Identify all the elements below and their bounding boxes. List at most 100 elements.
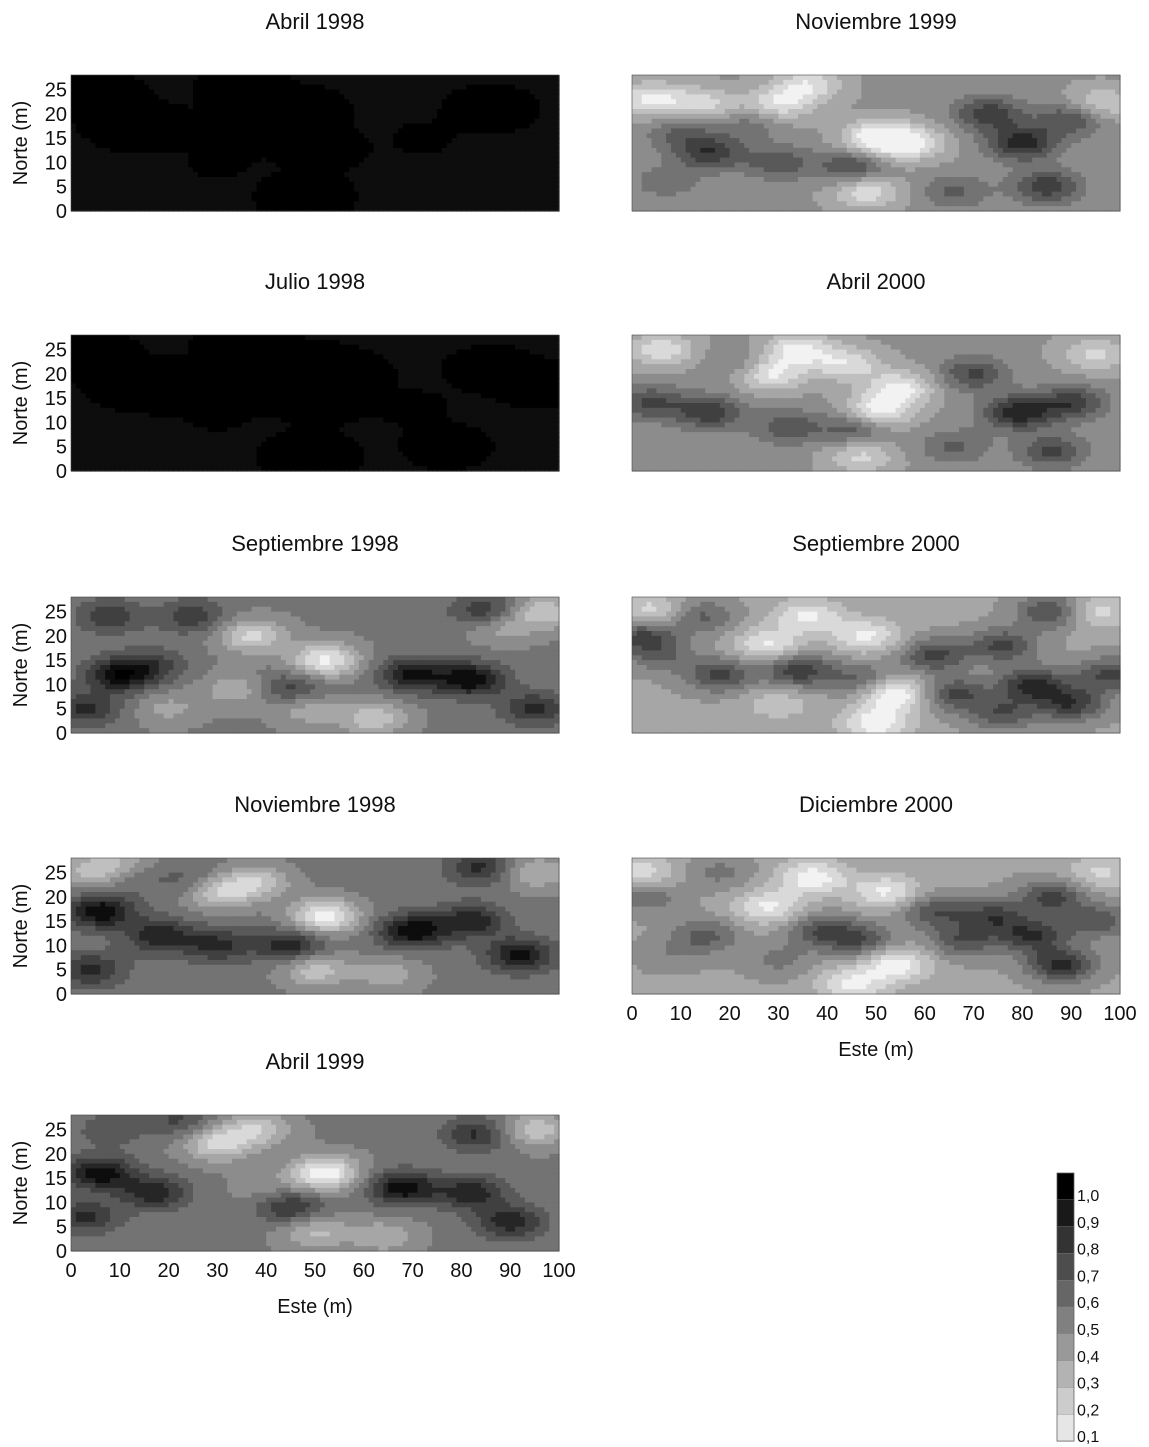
- contour-cell: [539, 119, 544, 124]
- contour-cell: [134, 192, 139, 197]
- contour-cell: [217, 128, 222, 133]
- contour-cell: [222, 172, 227, 177]
- contour-cell: [530, 369, 535, 374]
- contour-cell: [120, 80, 125, 85]
- contour-cell: [505, 196, 510, 201]
- contour-cell: [164, 124, 169, 129]
- contour-cell: [159, 158, 164, 163]
- contour-cell: [505, 187, 510, 192]
- contour-cell: [486, 162, 491, 167]
- contour-cell: [447, 201, 452, 206]
- contour-cell: [330, 94, 335, 99]
- contour-cell: [525, 374, 530, 379]
- panel-julio-1998: Julio 19980510152025Norte (m): [10, 269, 560, 483]
- contour-cell: [76, 369, 81, 374]
- contour-cell: [539, 128, 544, 133]
- contour-cell: [530, 80, 535, 85]
- contour-cell: [539, 187, 544, 192]
- contour-cell: [81, 133, 86, 138]
- contour-cell: [378, 138, 383, 143]
- contour-cell: [398, 119, 403, 124]
- contour-cell: [539, 148, 544, 153]
- contour-cell: [510, 345, 515, 350]
- contour-cell: [100, 369, 105, 374]
- contour-cell: [154, 340, 159, 345]
- contour-cell: [281, 340, 286, 345]
- contour-cell: [471, 201, 476, 206]
- contour-cell: [422, 158, 427, 163]
- contour-cell: [281, 162, 286, 167]
- contour-cell: [222, 162, 227, 167]
- contour-cell: [227, 201, 232, 206]
- contour-cell: [291, 85, 296, 90]
- contour-cell: [496, 138, 501, 143]
- contour-cell: [457, 182, 462, 187]
- contour-cell: [486, 201, 491, 206]
- contour-cell: [535, 374, 540, 379]
- contour-cell: [481, 369, 486, 374]
- contour-cell: [403, 143, 408, 148]
- contour-cell: [105, 138, 110, 143]
- contour-cell: [203, 201, 208, 206]
- contour-cell: [442, 153, 447, 158]
- contour-cell: [539, 143, 544, 148]
- contour-cell: [408, 369, 413, 374]
- contour-cell: [76, 335, 81, 340]
- contour-cell: [471, 177, 476, 182]
- contour-cell: [169, 177, 174, 182]
- contour-cell: [81, 384, 86, 389]
- contour-cell: [193, 192, 198, 197]
- contour-cell: [227, 369, 232, 374]
- contour-cell: [457, 172, 462, 177]
- contour-cell: [237, 192, 242, 197]
- contour-cell: [213, 201, 218, 206]
- contour-cell: [374, 109, 379, 114]
- contour-cell: [544, 104, 549, 109]
- contour-cell: [364, 374, 369, 379]
- contour-cell: [491, 388, 496, 393]
- contour-cell: [349, 153, 354, 158]
- contour-cell: [481, 104, 486, 109]
- contour-cell: [281, 153, 286, 158]
- contour-cell: [413, 138, 418, 143]
- contour-cell: [86, 364, 91, 369]
- contour-cell: [359, 114, 364, 119]
- contour-cell: [520, 162, 525, 167]
- contour-cell: [500, 359, 505, 364]
- contour-cell: [91, 172, 96, 177]
- contour-cell: [227, 162, 232, 167]
- contour-cell: [183, 374, 188, 379]
- contour-cell: [261, 172, 266, 177]
- contour-cell: [164, 114, 169, 119]
- contour-cell: [130, 172, 135, 177]
- contour-cell: [349, 143, 354, 148]
- contour-cell: [339, 119, 344, 124]
- contour-cell: [276, 350, 281, 355]
- contour-cell: [81, 335, 86, 340]
- contour-cell: [315, 109, 320, 114]
- contour-cell: [417, 388, 422, 393]
- contour-cell: [271, 374, 276, 379]
- contour-cell: [422, 187, 427, 192]
- contour-cell: [130, 182, 135, 187]
- contour-cell: [481, 167, 486, 172]
- contour-cell: [261, 90, 266, 95]
- contour-cell: [344, 109, 349, 114]
- contour-cell: [315, 124, 320, 129]
- contour-cell: [383, 158, 388, 163]
- contour-cell: [193, 388, 198, 393]
- contour-cell: [213, 187, 218, 192]
- contour-cell: [457, 364, 462, 369]
- contour-cell: [149, 128, 154, 133]
- contour-cell: [364, 379, 369, 384]
- contour-cell: [388, 187, 393, 192]
- contour-cell: [398, 90, 403, 95]
- contour-cell: [222, 138, 227, 143]
- contour-cell: [276, 177, 281, 182]
- contour-cell: [281, 350, 286, 355]
- contour-cell: [398, 75, 403, 80]
- contour-cell: [213, 124, 218, 129]
- contour-cell: [452, 177, 457, 182]
- contour-cell: [81, 345, 86, 350]
- contour-cell: [276, 384, 281, 389]
